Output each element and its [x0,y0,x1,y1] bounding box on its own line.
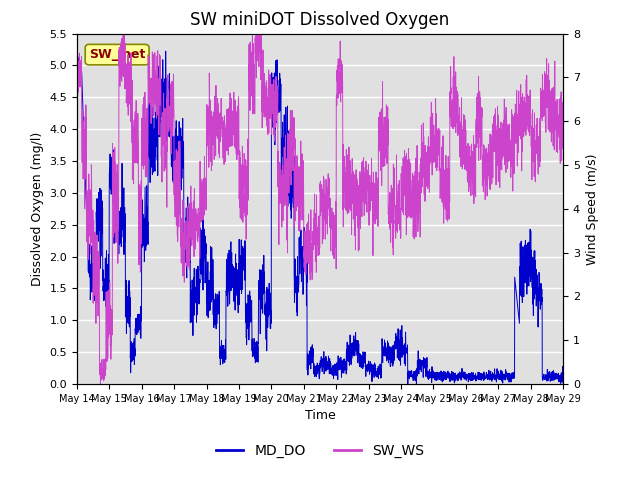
MD_DO [281,158,289,164]
Legend: MD_DO, SW_WS: MD_DO, SW_WS [210,438,430,464]
Title: SW miniDOT Dissolved Oxygen: SW miniDOT Dissolved Oxygen [190,11,450,29]
Y-axis label: Wind Speed (m/s): Wind Speed (m/s) [586,153,598,264]
SW_WS [260,93,268,99]
MD_DO [129,342,136,348]
MD_DO [498,368,506,374]
SW_WS [281,195,289,201]
MD_DO [413,381,420,387]
Y-axis label: Dissolved Oxygen (mg/l): Dissolved Oxygen (mg/l) [31,132,44,286]
MD_DO [260,291,268,297]
SW_WS [119,31,127,36]
SW_WS [97,381,104,387]
Line: SW_WS: SW_WS [77,34,563,384]
MD_DO [157,96,165,101]
MD_DO [73,50,81,56]
MD_DO [550,370,558,375]
SW_WS [498,162,506,168]
MD_DO [162,48,170,54]
MD_DO [559,381,567,387]
X-axis label: Time: Time [305,409,335,422]
SW_WS [157,142,165,148]
SW_WS [550,131,558,136]
Text: SW_met: SW_met [89,48,145,61]
Line: MD_DO: MD_DO [77,51,563,384]
SW_WS [73,71,81,76]
SW_WS [559,118,567,123]
SW_WS [129,117,136,123]
